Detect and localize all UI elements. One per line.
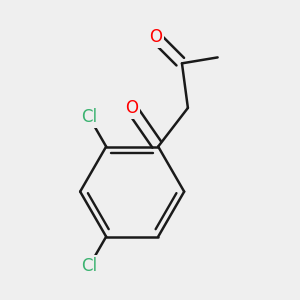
Text: O: O — [125, 99, 138, 117]
Text: Cl: Cl — [81, 108, 97, 126]
Text: Cl: Cl — [81, 257, 97, 275]
Text: O: O — [149, 28, 162, 46]
